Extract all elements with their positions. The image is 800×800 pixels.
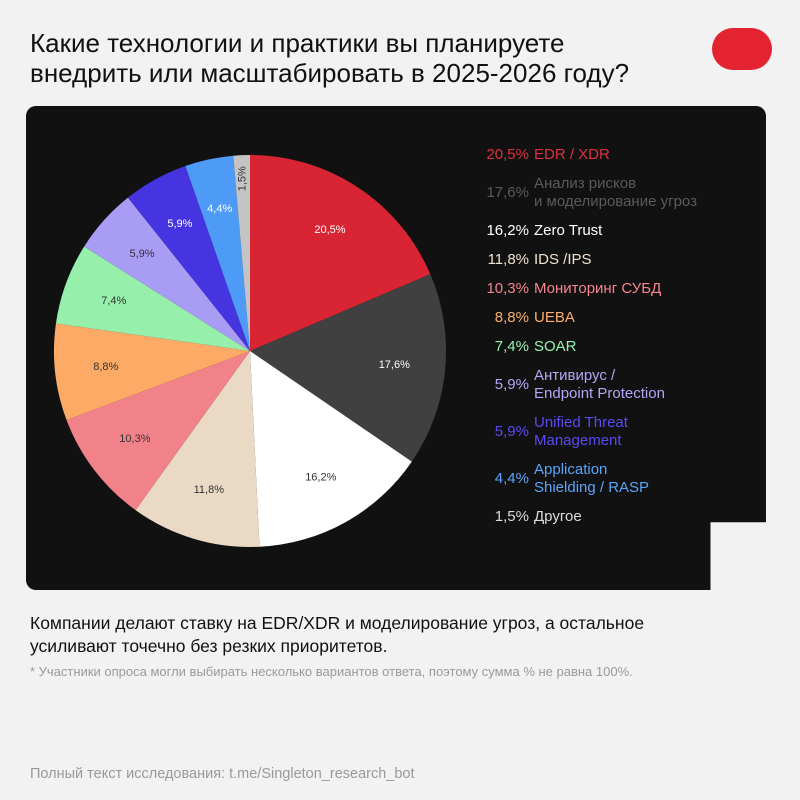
pie-slice-label-10: 1,5%: [237, 166, 249, 191]
pie-slice-label-4: 10,3%: [119, 433, 150, 445]
legend-item-3: 11,8% IDS /IPS: [466, 251, 756, 269]
legend-label-4: Мониторинг СУБД: [534, 280, 756, 298]
legend-item-10: 1,5% Другое: [466, 508, 756, 526]
legend-item-2: 16,2% Zero Trust: [466, 222, 756, 240]
legend-label-line-10-0: Другое: [534, 508, 582, 525]
legend-value-2: 16,2%: [486, 222, 529, 239]
source-link[interactable]: Полный текст исследования: t.me/Singleto…: [30, 766, 415, 782]
legend-value-5: 8,8%: [494, 309, 529, 326]
legend-value-9: 4,4%: [494, 470, 529, 487]
caption-line-1: Компании делают ставку на EDR/XDR и моде…: [30, 613, 645, 633]
pie-slice-7: [84, 197, 250, 351]
legend-label-line-9-0: Application: [534, 461, 608, 478]
pie-slice-6: [55, 246, 250, 351]
chart-title-line-1: Какие технологии и практики вы планирует…: [30, 28, 565, 58]
pie-slice-label-9: 4,4%: [207, 203, 232, 215]
legend-item-8: 5,9% Unified Threat Management: [466, 414, 756, 450]
legend-label-line-2-0: Zero Trust: [534, 222, 603, 239]
legend-label-line-6-0: SOAR: [534, 338, 577, 355]
pie-slice-9: [185, 155, 250, 351]
legend-label-1: Анализ рисков и моделирование угроз: [534, 175, 756, 211]
legend-item-9: 4,4% Application Shielding / RASP: [466, 461, 756, 497]
legend-label-line-8-0: Unified Threat: [534, 414, 628, 431]
legend-label-8: Unified Threat Management: [534, 414, 756, 450]
pie-slice-0: [250, 155, 431, 351]
pie-slice-label-8: 5,9%: [167, 218, 192, 230]
legend-label-2: Zero Trust: [534, 222, 756, 240]
legend-label-line-3-0: IDS /IPS: [534, 251, 592, 268]
footnote: * Участники опроса могли выбирать нескол…: [30, 664, 633, 679]
legend-label-line-9-1: Shielding / RASP: [534, 479, 650, 496]
legend-label-5: UEBA: [534, 309, 756, 327]
legend-label-line-4-0: Мониторинг СУБД: [534, 280, 662, 297]
legend-item-5: 8,8% UEBA: [466, 309, 756, 327]
pie-slice-8: [127, 165, 250, 351]
pie-slice-label-2: 16,2%: [305, 472, 336, 484]
pie-slice-1: [250, 274, 447, 462]
legend-value-8: 5,9%: [494, 423, 529, 440]
legend-value-3: 11,8%: [487, 251, 529, 268]
chart-title: Какие технологии и практики вы планирует…: [30, 28, 690, 88]
legend-value-4: 10,3%: [486, 280, 529, 297]
legend-label-9: Application Shielding / RASP: [534, 461, 756, 497]
legend-item-0: 20,5% EDR / XDR: [466, 146, 756, 164]
legend-label-6: SOAR: [534, 338, 756, 356]
legend-item-7: 5,9% Антивирус / Endpoint Protection: [466, 367, 756, 403]
legend-item-6: 7,4% SOAR: [466, 338, 756, 356]
chart-caption: Компании делают ставку на EDR/XDR и моде…: [30, 612, 770, 658]
legend-label-10: Другое: [534, 508, 756, 526]
pie-slice-label-7: 5,9%: [129, 248, 154, 260]
pie-slice-label-1: 17,6%: [379, 359, 410, 371]
pie-slice-label-6: 7,4%: [101, 295, 126, 307]
pie-slice-4: [66, 351, 250, 511]
legend-label-line-8-1: Management: [534, 432, 622, 449]
legend-label-3: IDS /IPS: [534, 251, 756, 269]
chart-legend: 20,5% EDR / XDR 17,6% Анализ рисков и модели…: [466, 146, 756, 537]
legend-item-1: 17,6% Анализ рисков и моделирование угроз: [466, 175, 756, 211]
legend-value-6: 7,4%: [494, 338, 529, 355]
legend-value-10: 1,5%: [494, 508, 529, 525]
chart-title-line-2: внедрить или масштабировать в 2025-2026 …: [30, 58, 630, 88]
legend-label-line-1-0: Анализ рисков: [534, 175, 637, 192]
legend-label-line-7-1: Endpoint Protection: [534, 385, 665, 402]
chart-panel: 20,5% 17,6% 16,2% 11,8% 10,3% 8,8% 7,4% 5,9% 5,9…: [26, 106, 766, 590]
legend-value-0: 20,5%: [486, 146, 529, 163]
caption-line-2: усиливают точечно без резких приоритетов…: [30, 636, 388, 656]
pie-slice-3: [135, 351, 260, 547]
legend-label-0: EDR / XDR: [534, 146, 756, 164]
pie-slice-5: [53, 323, 251, 421]
pie-slice-label-3: 11,8%: [194, 484, 225, 496]
legend-label-line-5-0: UEBA: [534, 309, 575, 326]
legend-label-line-0-0: EDR / XDR: [534, 146, 610, 163]
pie-slice-label-0: 20,5%: [314, 224, 345, 236]
legend-value-1: 17,6%: [486, 184, 529, 201]
pie-slice-label-5: 8,8%: [93, 361, 118, 373]
brand-logo: [712, 28, 772, 70]
legend-item-4: 10,3% Мониторинг СУБД: [466, 280, 756, 298]
pie-slice-10: [233, 155, 250, 351]
pie-chart: 20,5% 17,6% 16,2% 11,8% 10,3% 8,8% 7,4% 5,9% 5,9…: [53, 155, 447, 547]
pie-slice-2: [250, 351, 412, 547]
legend-label-line-7-0: Антивирус /: [534, 367, 616, 384]
legend-label-line-1-1: и моделирование угроз: [534, 193, 697, 210]
legend-label-7: Антивирус / Endpoint Protection: [534, 367, 756, 403]
legend-value-7: 5,9%: [494, 376, 529, 393]
